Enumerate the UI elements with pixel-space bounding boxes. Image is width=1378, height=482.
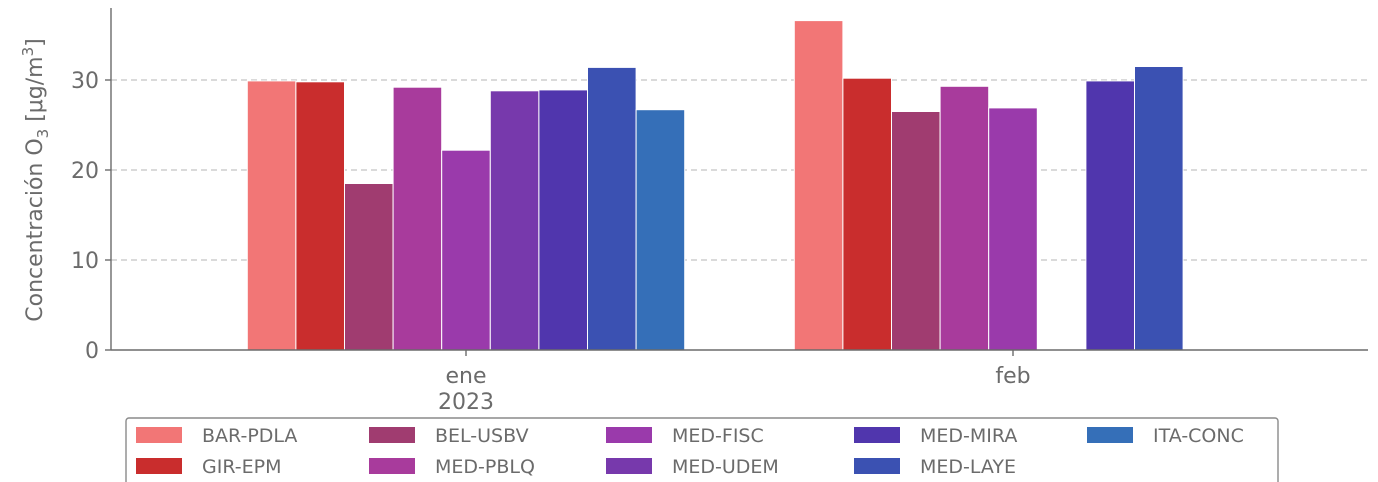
legend-swatch-bar-pdla [136, 427, 182, 443]
legend-label-med-fisc: MED-FISC [672, 425, 764, 447]
y-tick-labels: 0 10 20 30 [71, 69, 111, 364]
legend-swatch-bel-usbv [369, 427, 415, 443]
legend-label-med-laye: MED-LAYE [920, 456, 1016, 478]
legend: BAR-PDLA GIR-EPM BEL-USBV MED-PBLQ MED-FISC M… [125, 417, 1279, 482]
legend-swatch-med-laye [854, 458, 900, 474]
bar-bel-usbv-0 [344, 183, 394, 351]
bar-gir-epm-0 [295, 81, 345, 351]
bar-gir-epm-1 [842, 77, 893, 351]
bar-ita-conc-0 [635, 109, 686, 351]
bar-bel-usbv-1 [891, 111, 941, 351]
legend-label-gir-epm: GIR-EPM [202, 456, 281, 478]
bar-med-laye-1 [1134, 66, 1184, 351]
axes [110, 8, 1368, 351]
y-tick-label: 30 [71, 69, 99, 94]
legend-swatch-med-pblq [369, 458, 415, 474]
bars-group [246, 20, 1184, 351]
bar-med-mira-0 [538, 89, 589, 351]
bar-med-laye-0 [587, 66, 637, 351]
bar-med-fisc-1 [988, 107, 1038, 351]
legend-label-bel-usbv: BEL-USBV [435, 425, 529, 447]
x-tick-labels: ene 2023 feb [438, 350, 1031, 415]
legend-label-med-mira: MED-MIRA [920, 425, 1017, 447]
bar-med-fisc-0 [441, 149, 491, 351]
x-tick-label: feb [995, 364, 1030, 389]
y-tick-label: 0 [85, 339, 99, 364]
bar-med-mira-1 [1085, 80, 1136, 351]
y-tick-label: 10 [71, 249, 99, 274]
legend-label-med-udem: MED-UDEM [672, 456, 779, 478]
x-tick-label: ene 2023 [438, 364, 494, 415]
legend-label-ita-conc: ITA-CONC [1153, 425, 1244, 447]
bar-med-udem-0 [489, 90, 540, 351]
legend-label-med-pblq: MED-PBLQ [435, 456, 535, 478]
legend-label-bar-pdla: BAR-PDLA [202, 425, 297, 447]
bar-bar-pdla-0 [246, 80, 297, 351]
bar-med-pblq-0 [392, 86, 443, 351]
legend-swatch-med-udem [606, 458, 652, 474]
y-tick-label: 20 [71, 159, 99, 184]
legend-swatch-ita-conc [1087, 427, 1133, 443]
legend-swatch-gir-epm [136, 458, 182, 474]
legend-swatch-med-fisc [606, 427, 652, 443]
bar-med-pblq-1 [939, 85, 990, 351]
y-axis-title: Concentración O3 [μg/m3] [19, 38, 52, 322]
bar-bar-pdla-1 [793, 20, 844, 351]
legend-swatch-med-mira [854, 427, 900, 443]
